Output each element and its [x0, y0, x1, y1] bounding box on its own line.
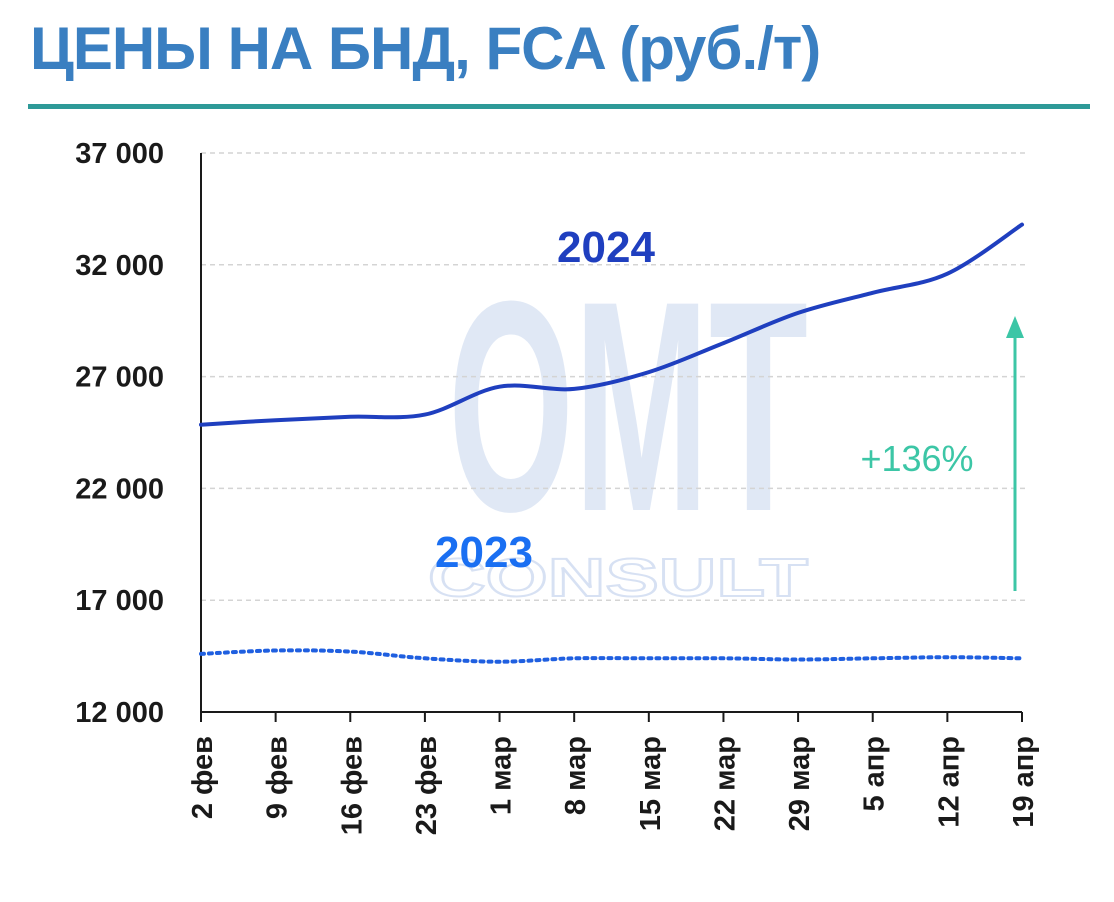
x-tick-label: 23 фев: [411, 736, 443, 835]
series-label-2024: 2024: [557, 223, 655, 272]
annotation-label: +136%: [860, 438, 973, 479]
gridlines: [201, 152, 1026, 601]
watermark-logo-subtext: CONSULT: [428, 548, 808, 608]
x-tick-label: 1 мар: [486, 736, 518, 815]
series-label-2023: 2023: [435, 528, 533, 577]
axes: [200, 153, 1022, 713]
watermark-logo-text: OMT: [448, 238, 808, 574]
annotation-arrow-head: [1006, 316, 1024, 338]
series-lines: [199, 222, 1024, 664]
y-tick-label: 17 000: [75, 585, 164, 617]
series-labels: 2024 2023: [435, 223, 655, 577]
y-tick-label: 22 000: [75, 473, 164, 505]
x-axis-ticks: 2 фев 9 фев 16 фев 23 фев 1 мар 8 мар 15 мар 22…: [187, 712, 1040, 835]
title-divider: [28, 104, 1090, 109]
x-tick-label: 29 мар: [784, 736, 816, 831]
x-tick-label: 16 фев: [336, 736, 368, 835]
series-line-2023: [199, 648, 1024, 664]
x-tick-label: 19 апр: [1008, 736, 1040, 828]
x-tick-label: 15 мар: [635, 736, 667, 831]
x-tick-label: 12 апр: [933, 736, 965, 828]
x-tick-label: 22 мар: [709, 736, 741, 831]
x-tick-label: 9 фев: [262, 736, 294, 819]
growth-annotation: +136%: [860, 316, 1024, 591]
y-axis-ticks: 12 000 17 000 22 000 27 000 32 000 37 000: [75, 138, 164, 729]
y-tick-label: 27 000: [75, 362, 164, 394]
x-tick-label: 5 апр: [859, 736, 891, 812]
x-tick-label: 2 фев: [187, 736, 219, 819]
series-line-2024: [199, 222, 1024, 427]
y-tick-label: 12 000: [75, 697, 164, 729]
y-tick-label: 32 000: [75, 250, 164, 282]
chart-title: ЦЕНЫ НА БНД, FCA (руб./т): [30, 15, 821, 82]
y-tick-label: 37 000: [75, 138, 164, 170]
x-tick-label: 8 мар: [560, 736, 592, 815]
